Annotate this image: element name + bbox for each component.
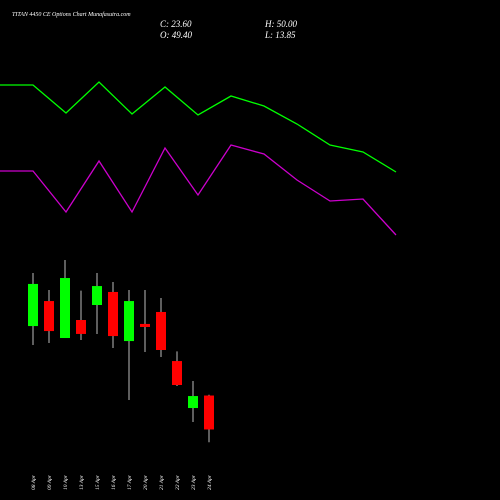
x-tick-label: 22 Apr (175, 474, 181, 490)
x-tick-label: 15 Apr (95, 474, 101, 490)
candle-body (124, 301, 134, 342)
stat-low: L: 13.85 (264, 30, 296, 40)
candle-body (92, 286, 102, 305)
x-tick-label: 17 Apr (127, 474, 133, 490)
candle-body (76, 320, 86, 334)
x-tick-label: 16 Apr (111, 474, 117, 490)
candle-body (204, 395, 214, 430)
x-tick-label: 08 Apr (31, 474, 37, 490)
chart-title: TITAN 4450 CE Options Chart Munafasutra.… (12, 11, 131, 18)
overlay-line (0, 81, 397, 173)
x-tick-label: 23 Apr (191, 474, 197, 490)
candle-body (172, 361, 182, 385)
x-tick-label: 13 Apr (79, 474, 85, 490)
stat-open: O: 49.40 (160, 30, 192, 40)
candle-body (188, 396, 198, 409)
x-tick-label: 24 Apr (206, 474, 213, 490)
candle-body (156, 311, 166, 350)
candle-body (108, 291, 118, 337)
candle-body (44, 301, 54, 332)
candle-body (140, 323, 150, 327)
x-tick-label: 10 Apr (63, 474, 69, 490)
stat-high: H: 50.00 (264, 19, 297, 29)
x-tick-label: 21 Apr (159, 474, 165, 490)
x-tick-label: 09 Apr (47, 474, 53, 490)
candle-body (28, 283, 38, 327)
stat-close: C: 23.60 (160, 19, 192, 29)
candle-body (60, 278, 70, 339)
x-tick-label: 20 Apr (143, 474, 149, 490)
overlay-line (0, 144, 397, 236)
